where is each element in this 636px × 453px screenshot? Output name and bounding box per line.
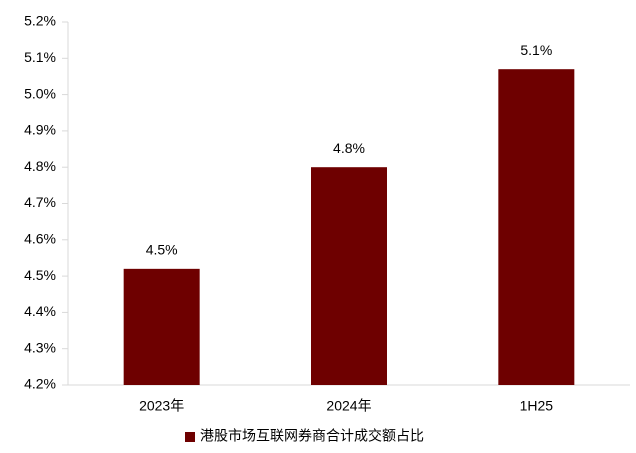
- bar: [311, 167, 387, 385]
- value-label: 5.1%: [520, 42, 552, 58]
- y-tick-label: 4.5%: [24, 267, 56, 283]
- value-label: 4.5%: [146, 242, 178, 258]
- y-tick-label: 4.8%: [24, 158, 56, 174]
- x-tick-label: 1H25: [520, 398, 554, 414]
- y-tick-label: 5.0%: [24, 85, 56, 101]
- y-tick-label: 4.3%: [24, 339, 56, 355]
- y-tick-label: 4.2%: [24, 376, 56, 392]
- legend-marker: [185, 432, 195, 442]
- y-tick-label: 4.9%: [24, 122, 56, 138]
- value-label: 4.8%: [333, 140, 365, 156]
- y-tick-label: 5.1%: [24, 49, 56, 65]
- y-tick-label: 4.6%: [24, 231, 56, 247]
- y-tick-label: 4.7%: [24, 194, 56, 210]
- legend-label: 港股市场互联网券商合计成交额占比: [200, 428, 424, 444]
- y-tick-label: 4.4%: [24, 303, 56, 319]
- bar: [498, 69, 575, 385]
- x-tick-label: 2024年: [326, 398, 371, 414]
- x-tick-label: 2023年: [139, 398, 184, 414]
- bar: [123, 268, 200, 385]
- y-tick-label: 5.2%: [24, 13, 56, 29]
